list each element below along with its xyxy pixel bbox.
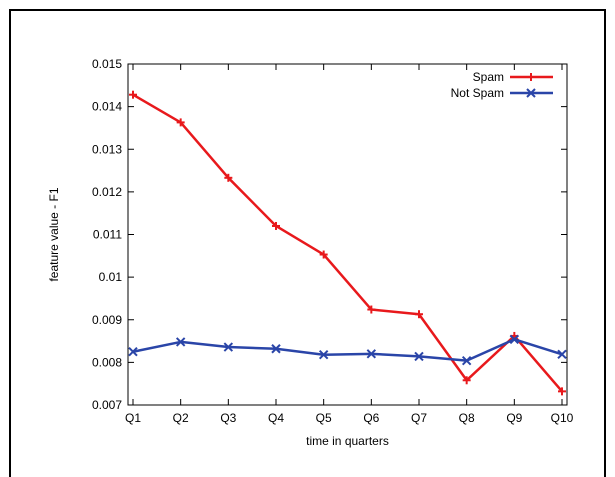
legend: Spam Not Spam [451, 70, 553, 100]
legend-label-spam: Spam [473, 70, 504, 84]
y-tick-label: 0.008 [92, 355, 122, 369]
data-point-spam [558, 387, 566, 396]
y-tick-label: 0.014 [92, 100, 122, 114]
y-axis-label: feature value - F1 [47, 187, 61, 281]
data-point-not-spam [271, 344, 281, 354]
y-tick-label: 0.012 [92, 185, 122, 199]
y-tick-label: 0.009 [92, 313, 122, 327]
x-tick-label: Q9 [506, 411, 522, 425]
y-tick-label: 0.015 [92, 57, 122, 71]
data-point-spam [129, 90, 137, 99]
data-point-not-spam [414, 351, 424, 362]
legend-marker-spam [527, 73, 535, 81]
x-tick-label: Q3 [220, 411, 236, 425]
x-axis-label: time in quarters [306, 434, 389, 448]
x-tick-label: Q4 [268, 411, 284, 425]
data-point-spam [319, 250, 328, 259]
data-point-spam [367, 305, 376, 314]
series-line-spam [132, 93, 563, 393]
data-point-not-spam [175, 337, 186, 347]
data-point-not-spam [366, 349, 377, 359]
data-point-not-spam [461, 355, 472, 366]
x-tick-label: Q6 [363, 411, 379, 425]
data-point-spam [462, 376, 471, 385]
data-point-not-spam [128, 347, 138, 357]
data-point-spam [272, 221, 280, 230]
data-point-not-spam [557, 349, 567, 359]
figure-frame [9, 9, 606, 477]
x-tick-label: Q1 [125, 411, 141, 425]
x-tick-label: Q8 [459, 411, 475, 425]
y-tick-label: 0.013 [92, 142, 122, 156]
data-point-not-spam [509, 334, 520, 345]
y-tick-label: 0.007 [92, 398, 122, 412]
x-tick-label: Q10 [551, 411, 574, 425]
data-point-spam [176, 118, 185, 127]
y-axis-ticks: 0.007 0.008 0.009 0.01 0.011 0.012 0.013 0.014 0… [92, 57, 567, 412]
x-tick-label: Q7 [411, 411, 427, 425]
data-point-not-spam [223, 342, 234, 352]
series-line-not-spam [132, 338, 563, 362]
y-tick-label: 0.01 [99, 270, 123, 284]
x-tick-label: Q5 [316, 411, 332, 425]
data-point-not-spam [318, 349, 329, 360]
data-point-spam [224, 173, 233, 182]
x-axis-ticks: Q1 Q2 Q3 Q4 Q5 Q6 Q7 Q8 Q9 Q10 [125, 64, 574, 425]
legend-marker-not-spam [526, 88, 536, 98]
x-tick-label: Q2 [173, 411, 189, 425]
legend-label-not-spam: Not Spam [451, 86, 504, 100]
series-layer [128, 90, 567, 396]
y-tick-label: 0.011 [93, 228, 122, 242]
data-point-spam [415, 310, 423, 319]
